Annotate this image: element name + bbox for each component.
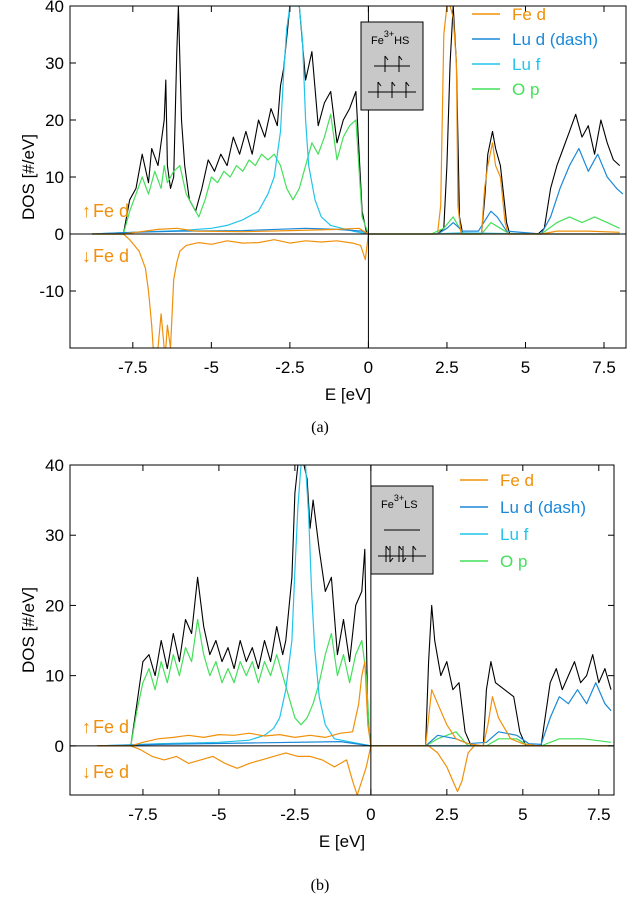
inset-title: Fe3+HS [371,29,409,47]
y-tick-label: 20 [45,596,64,615]
spin-down-text: Fe d [93,762,129,782]
y-tick-label: -10 [39,282,64,301]
spin-down-arrow: ↓ [82,246,91,266]
x-tick-label: -2.5 [280,805,309,824]
x-tick-label: -7.5 [128,805,157,824]
x-tick-label: 5 [521,358,530,377]
x-tick-label: 7.5 [587,805,611,824]
arrow-head-icon [385,545,390,551]
spin-up-text: Fe d [93,201,129,221]
arrow-head-icon [398,545,403,551]
y-tick-label: 0 [55,225,64,244]
x-axis-label: E [eV] [319,832,365,851]
x-tick-label: 5 [518,805,527,824]
x-tick-label: 0 [364,358,373,377]
arrow-head-icon [402,557,407,563]
arrow-head-icon [384,55,389,61]
y-tick-label: 40 [45,456,64,475]
series-fe-d-line [97,745,611,795]
dos-chart-a: -7.5 -5 -2.5 0 2.5 5 7.5 -10 0 10 20 30 40 E [eV] DOS … [19,0,627,436]
arrow-head-icon [377,81,382,87]
y-axis-label: DOS [#/eV] [19,134,38,220]
plot-frame [69,464,615,796]
legend-label-lu-f: Lu f [500,525,529,544]
spin-config-inset: Fe3+LS [370,485,434,575]
arrow-head-icon [412,545,417,551]
legend-label-fe-d: Fe d [500,471,534,490]
spin-up-arrow: ↑ [82,717,91,737]
spin-down-label: ↓ Fe d [82,246,129,266]
series-group [91,6,624,348]
y-tick-label: 40 [45,0,64,16]
series-group [97,465,614,795]
y-tick-label: 10 [45,667,64,686]
inset-title: Fe3+LS [381,493,418,511]
x-tick-label: 0 [366,805,375,824]
x-tick-label: -5 [211,805,226,824]
series-fe-d-line [92,233,620,348]
spin-up-label: ↑ Fe d [82,717,129,737]
panel-caption: (b) [311,877,330,894]
series-o-p-line [92,113,620,235]
inset-state: HS [394,35,409,47]
x-tick-label: 7.5 [592,358,616,377]
x-axis-label: E [eV] [325,385,371,404]
legend-label-o-p: O p [512,80,539,99]
panel-caption: (a) [311,419,329,436]
chart-panel-b: -7.5 -5 -2.5 0 2.5 5 7.5 0 10 20 30 40 E [eV] DOS [#/… [0,450,641,899]
legend-label-o-p: O p [500,552,527,571]
legend-label-lu-f: Lu f [512,55,541,74]
series-total-line [92,6,621,235]
y-tick-label: 20 [45,111,64,130]
series-o-p-line [97,618,612,747]
legend-label-lu-d: Lu d (dash) [500,498,586,517]
x-tick-label: 2.5 [435,358,459,377]
x-tick-label: -2.5 [275,358,304,377]
series-lu-f-line [97,465,614,747]
inset-charge: 3+ [384,29,394,39]
series-lu-d-line [97,682,612,747]
spin-up-text: Fe d [93,717,129,737]
arrow-head-icon [398,55,403,61]
arrow-head-icon [405,81,410,87]
legend-label-fe-d: Fe d [512,5,546,24]
series-lu-d-line [91,147,624,235]
series-fe-d-line [97,661,611,747]
legend-label-lu-d: Lu d (dash) [512,30,598,49]
spin-up-label: ↑ Fe d [82,201,129,221]
y-tick-label: 10 [45,168,64,187]
series-fe-d-line [92,6,620,235]
spin-down-text: Fe d [93,246,129,266]
inset-ion: Fe [371,35,384,47]
inset-ion: Fe [381,499,394,511]
dos-chart-b: -7.5 -5 -2.5 0 2.5 5 7.5 0 10 20 30 40 E [eV] DOS [#/… [19,456,615,894]
inset-charge: 3+ [394,493,404,503]
y-tick-label: 0 [55,737,64,756]
x-tick-label: -5 [204,358,219,377]
x-tick-label: 2.5 [435,805,459,824]
spin-config-inset: Fe3+HS [360,21,424,111]
chart-panel-a: -7.5 -5 -2.5 0 2.5 5 7.5 -10 0 10 20 30 40 E [eV] DOS … [0,0,641,440]
x-tick-label: -7.5 [118,358,147,377]
spin-down-arrow: ↓ [82,762,91,782]
spin-up-arrow: ↑ [82,201,91,221]
spin-down-label: ↓ Fe d [82,762,129,782]
y-tick-label: 30 [45,526,64,545]
arrow-head-icon [391,81,396,87]
arrow-head-icon [389,557,394,563]
y-tick-label: 30 [45,54,64,73]
y-axis-label: DOS [#/eV] [19,587,38,673]
inset-state: LS [404,499,417,511]
